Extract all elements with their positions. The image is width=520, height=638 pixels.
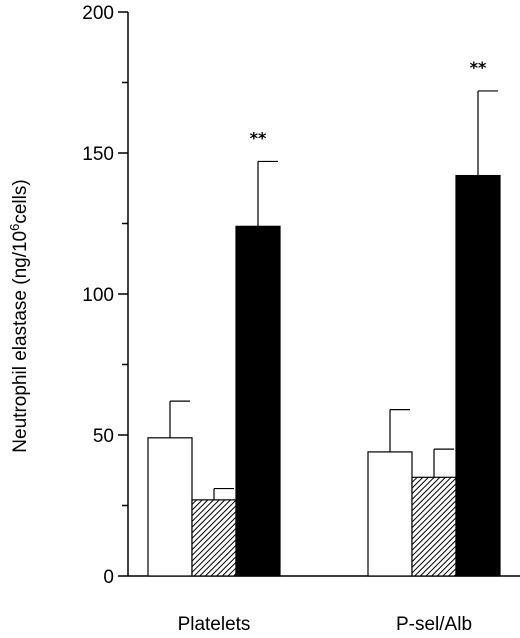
bar: [367, 451, 413, 577]
y-tick-label: 100: [82, 285, 114, 306]
error-bars: [169, 90, 498, 500]
category-label: Platelets: [178, 614, 251, 635]
significance-marker: **: [250, 128, 267, 147]
bars: [147, 174, 501, 577]
bar: [455, 174, 501, 577]
y-tick-label: 0: [103, 567, 114, 588]
y-tick-label: 150: [82, 144, 114, 165]
annotations: ** **: [250, 58, 487, 148]
bar: [147, 437, 193, 577]
y-tick-label: 50: [93, 426, 114, 447]
significance-marker: **: [470, 58, 487, 77]
y-axis-label: Neutrophil elastase (ng/106cells): [7, 179, 31, 452]
bar: [235, 225, 281, 577]
bar: [191, 499, 237, 577]
bar: [411, 476, 457, 577]
category-label: P-sel/Alb: [396, 614, 472, 635]
y-tick-label: 200: [82, 3, 114, 24]
category-labels: Platelets P-sel/Alb: [178, 614, 472, 635]
